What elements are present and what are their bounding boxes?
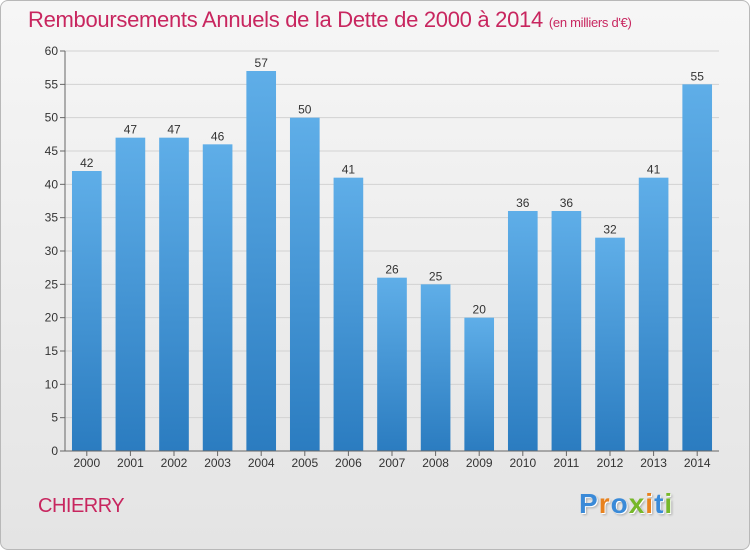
data-label: 20: [473, 303, 487, 317]
x-tick-label: 2009: [466, 456, 493, 470]
bars-group: 42 47 47 46 57 50 41 26 25 20 36 36 32 41 55: [71, 56, 713, 452]
x-tick-label: 2003: [204, 456, 231, 470]
logo-letter: i: [664, 488, 674, 519]
data-label: 41: [647, 163, 661, 177]
bar-2010: [507, 211, 538, 451]
bar-2008: [420, 284, 451, 451]
bar-2012: [595, 237, 625, 451]
x-tick-label: 2006: [335, 456, 362, 470]
x-tick-label: 2005: [291, 456, 318, 470]
bar-2003: [202, 144, 233, 452]
data-label: 32: [603, 223, 617, 237]
y-tick-label: 20: [45, 311, 59, 325]
data-label: 26: [385, 263, 399, 277]
x-tick-label: 2012: [597, 456, 624, 470]
data-label: 36: [560, 196, 574, 210]
x-tick-label: 2007: [379, 456, 406, 470]
x-tick-label: 2002: [161, 456, 188, 470]
y-tick-label: 40: [45, 177, 59, 191]
data-label: 57: [255, 56, 269, 70]
bar-2001: [115, 137, 146, 451]
bar-2006: [333, 177, 364, 451]
axes-group: 0 5 10 15 20 25 30 35 40 45 50 55 60 2000 2001 2002 2003…: [45, 44, 719, 470]
logo-letter: o: [610, 488, 629, 519]
proxiti-logo: Proxiti: [579, 488, 673, 520]
chart-title-text: Remboursements Annuels de la Dette de 20…: [28, 7, 543, 32]
bar-2013: [638, 177, 669, 451]
y-tick-label: 30: [45, 244, 59, 258]
chart-title: Remboursements Annuels de la Dette de 20…: [28, 7, 632, 33]
bar-2009: [464, 317, 495, 451]
data-label: 50: [298, 103, 312, 117]
x-tick-label: 2001: [117, 456, 144, 470]
x-tick-label: 2008: [422, 456, 449, 470]
bar-2000: [71, 171, 102, 451]
data-label: 47: [124, 123, 138, 137]
x-tick-label: 2010: [509, 456, 536, 470]
logo-letter: t: [654, 488, 665, 519]
data-label: 46: [211, 129, 225, 143]
data-label: 47: [167, 123, 181, 137]
x-tick-label: 2000: [73, 456, 100, 470]
bar-2002: [159, 137, 189, 451]
bar-2004: [246, 71, 277, 451]
x-tick-label: 2004: [248, 456, 275, 470]
y-tick-label: 10: [45, 377, 59, 391]
logo-letter: x: [628, 488, 646, 519]
y-tick-label: 5: [51, 411, 58, 425]
commune-name: CHIERRY: [38, 495, 125, 517]
bar-2007: [377, 277, 407, 451]
data-label: 55: [691, 69, 705, 83]
logo-letter: r: [598, 488, 611, 519]
bar-2011: [551, 211, 582, 451]
y-tick-label: 45: [45, 144, 59, 158]
y-tick-label: 60: [45, 44, 59, 58]
y-tick-label: 15: [45, 344, 59, 358]
y-tick-label: 0: [51, 444, 58, 458]
chart-unit-note: (en milliers d'€): [548, 15, 632, 30]
data-label: 41: [342, 163, 356, 177]
logo-letter: i: [645, 488, 655, 519]
logo-letter: P: [579, 488, 599, 519]
data-label: 42: [80, 156, 94, 170]
x-tick-label: 2014: [684, 456, 711, 470]
x-tick-label: 2011: [553, 456, 579, 470]
y-tick-label: 55: [45, 77, 59, 91]
x-tick-label: 2013: [640, 456, 667, 470]
y-tick-label: 35: [45, 211, 59, 225]
y-tick-label: 50: [45, 111, 59, 125]
bar-2014: [682, 84, 713, 451]
y-tick-label: 25: [45, 277, 59, 291]
bar-2005: [289, 117, 320, 452]
data-label: 36: [516, 196, 530, 210]
data-label: 25: [429, 269, 443, 283]
